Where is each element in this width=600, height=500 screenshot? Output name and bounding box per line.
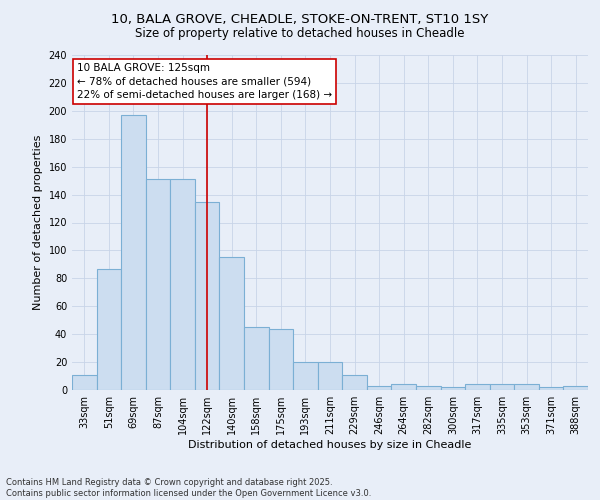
- Bar: [318, 362, 342, 390]
- Bar: [293, 362, 318, 390]
- Bar: [391, 384, 416, 390]
- Bar: [97, 268, 121, 390]
- Bar: [490, 384, 514, 390]
- Bar: [465, 384, 490, 390]
- Bar: [220, 258, 244, 390]
- Bar: [170, 179, 195, 390]
- Text: Contains HM Land Registry data © Crown copyright and database right 2025.
Contai: Contains HM Land Registry data © Crown c…: [6, 478, 371, 498]
- Bar: [121, 115, 146, 390]
- Bar: [514, 384, 539, 390]
- Bar: [539, 387, 563, 390]
- Bar: [563, 386, 588, 390]
- Bar: [72, 374, 97, 390]
- Bar: [440, 387, 465, 390]
- Text: 10 BALA GROVE: 125sqm
← 78% of detached houses are smaller (594)
22% of semi-det: 10 BALA GROVE: 125sqm ← 78% of detached …: [77, 64, 332, 100]
- Text: 10, BALA GROVE, CHEADLE, STOKE-ON-TRENT, ST10 1SY: 10, BALA GROVE, CHEADLE, STOKE-ON-TRENT,…: [112, 12, 488, 26]
- Y-axis label: Number of detached properties: Number of detached properties: [33, 135, 43, 310]
- Bar: [367, 386, 391, 390]
- Bar: [244, 327, 269, 390]
- Bar: [416, 386, 440, 390]
- Text: Size of property relative to detached houses in Cheadle: Size of property relative to detached ho…: [135, 28, 465, 40]
- Bar: [146, 179, 170, 390]
- Bar: [195, 202, 220, 390]
- X-axis label: Distribution of detached houses by size in Cheadle: Distribution of detached houses by size …: [188, 440, 472, 450]
- Bar: [342, 374, 367, 390]
- Bar: [269, 328, 293, 390]
